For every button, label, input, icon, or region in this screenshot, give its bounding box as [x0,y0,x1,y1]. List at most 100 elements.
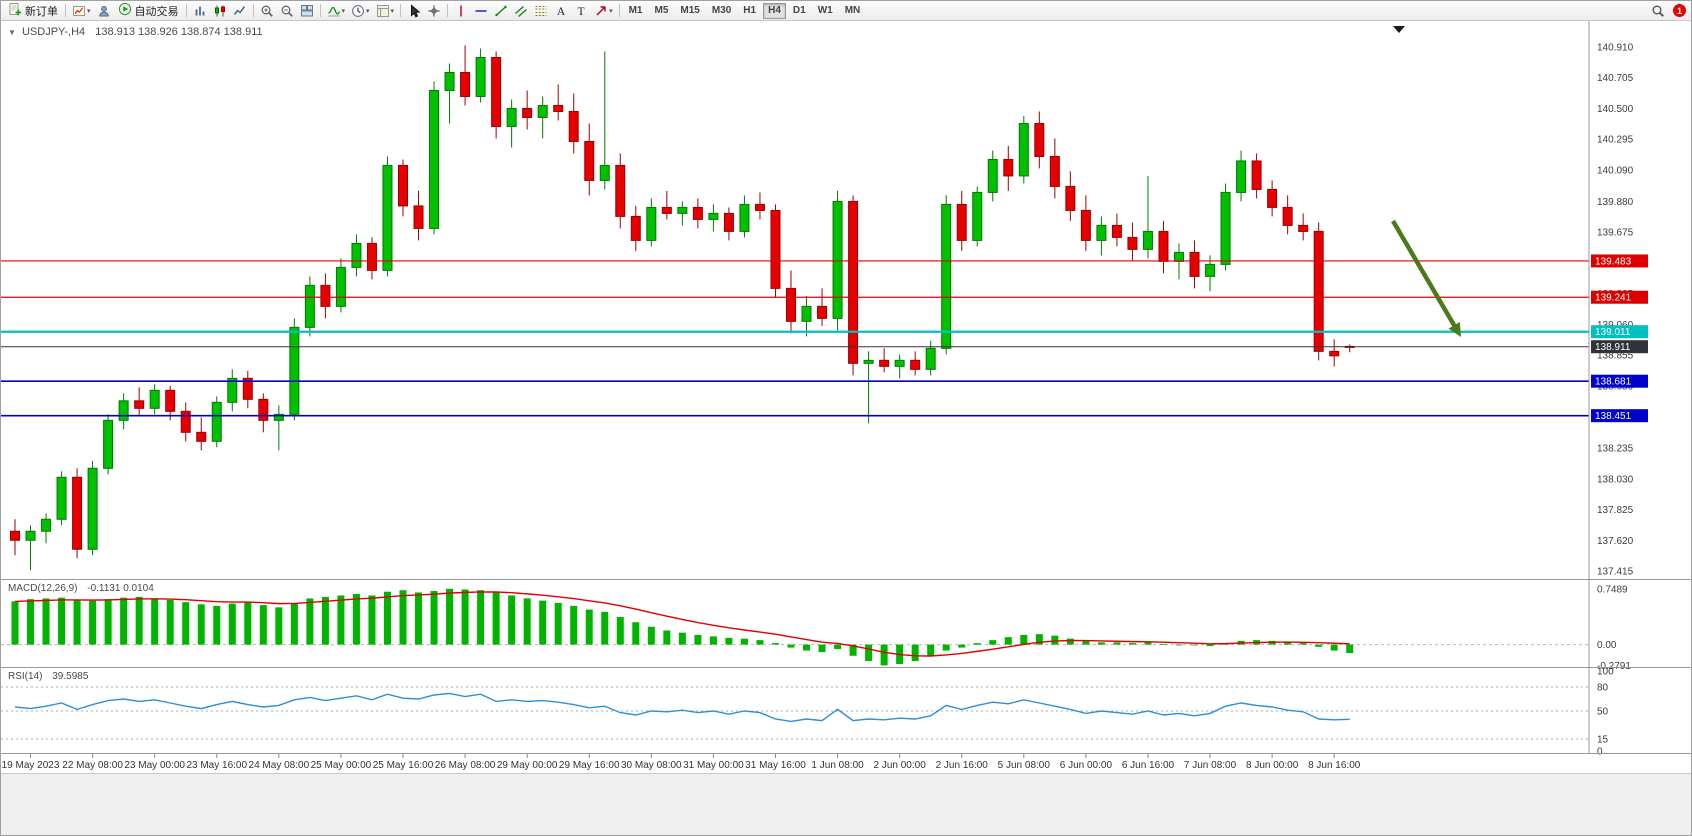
line-chart-icon[interactable] [230,1,250,20]
time-axis-label[interactable]: 24 May 08:00 [249,760,310,771]
crosshair-icon[interactable] [424,1,444,20]
macd-histogram-bar [570,605,578,645]
candle-body [925,347,936,370]
time-axis-label[interactable]: 29 May 00:00 [497,760,558,771]
candle-body [1251,160,1262,190]
label-icon[interactable]: T [571,1,591,20]
zoom-in-icon[interactable] [257,1,277,20]
candle-body [1127,236,1138,250]
time-axis-label[interactable]: 23 May 00:00 [124,760,185,771]
timeframe-w1[interactable]: W1 [813,3,838,19]
clock-icon[interactable]: ▾ [348,1,373,20]
time-axis-label[interactable]: 19 May 2023 [2,760,60,771]
new-chart-icon[interactable]: ▾ [69,1,94,20]
dropdown-caret[interactable]: ▾ [366,7,370,15]
macd-axis-label: -0.2791 [1597,661,1631,672]
candle-body [134,400,145,409]
timeframe-h4[interactable]: H4 [763,2,786,19]
autotrading-button[interactable]: 自动交易 [114,2,183,19]
resistance-price-tag[interactable] [1591,290,1648,304]
svg-text:T: T [578,6,585,18]
macd-histogram-bar [585,609,593,645]
resistance-price-tag[interactable] [1591,254,1648,268]
notification-badge[interactable]: 1 [1673,4,1686,17]
time-axis-label[interactable]: 23 May 16:00 [186,760,247,771]
time-axis-label[interactable]: 30 May 08:00 [621,760,682,771]
dropdown-caret[interactable]: ▾ [390,7,395,15]
time-axis-label[interactable]: 2 Jun 00:00 [874,760,927,771]
time-axis-label[interactable]: 8 Jun 16:00 [1308,760,1361,771]
time-axis-label[interactable]: 31 May 16:00 [745,760,806,771]
timeframe-d1[interactable]: D1 [788,3,811,19]
time-axis-label[interactable]: 29 May 16:00 [559,760,620,771]
annotation-arrow-head[interactable] [1448,322,1461,337]
time-axis-label[interactable]: 7 Jun 08:00 [1184,760,1237,771]
timeframe-mn[interactable]: MN [840,3,866,19]
vertical-line-icon[interactable] [451,1,471,20]
time-axis-label[interactable]: 2 Jun 16:00 [936,760,989,771]
dropdown-caret[interactable]: ▾ [609,7,613,15]
candle-body [848,200,859,364]
support-price-tag[interactable] [1591,374,1648,388]
search-icon[interactable] [1648,1,1668,20]
trendline-icon[interactable] [491,1,511,20]
horizontal-line-icon[interactable] [471,1,491,20]
timeframe-m30[interactable]: M30 [707,3,736,19]
macd-histogram-bar [694,634,702,645]
time-axis-label[interactable]: 6 Jun 00:00 [1060,760,1113,771]
time-axis-label[interactable]: 1 Jun 08:00 [811,760,864,771]
time-axis-label[interactable]: 5 Jun 08:00 [998,760,1051,771]
time-axis-label[interactable]: 8 Jun 00:00 [1246,760,1299,771]
price-tag-label: 139.241 [1595,293,1632,304]
macd-histogram-bar [1097,642,1105,645]
candle-body [630,215,641,241]
dropdown-caret[interactable]: ▾ [341,7,346,15]
pivot-price-tag[interactable] [1591,325,1648,339]
templates-icon[interactable]: ▾ [373,1,398,20]
bar-chart-icon[interactable] [190,1,210,20]
time-axis-label[interactable]: 22 May 08:00 [62,760,123,771]
timeframe-m1[interactable]: M1 [624,3,648,19]
macd-histogram-bar [989,640,997,645]
candlestick-icon[interactable] [210,1,230,20]
candle-body [863,359,874,364]
candle-body [460,71,471,97]
zoom-out-icon[interactable] [277,1,297,20]
time-axis-label[interactable]: 25 May 00:00 [311,760,372,771]
annotation-arrow[interactable] [1391,219,1458,330]
chart-window[interactable]: 140.910 140.705 140.500 140.295 140.090 139.8… [1,21,1692,773]
candle-body [1142,230,1153,250]
time-axis-label[interactable]: 25 May 16:00 [373,760,434,771]
macd-histogram-bar [135,596,143,645]
text-icon[interactable]: A [551,1,571,20]
rsi-axis-label: 0 [1597,747,1603,758]
timeframe-h1[interactable]: H1 [738,3,761,19]
candle-body [180,410,191,433]
channel-icon[interactable] [511,1,531,20]
support-price-tag[interactable] [1591,409,1648,423]
chart-shift-marker[interactable] [1393,26,1405,33]
new-order-icon [8,2,22,19]
bid-price-tag[interactable] [1591,340,1648,354]
new-order-button[interactable]: 新订单 [4,2,62,19]
arrows-icon[interactable]: ▾ [591,1,616,20]
macd-histogram-bar [352,593,360,645]
time-axis-label[interactable]: 31 May 00:00 [683,760,744,771]
candle-body [522,107,533,118]
time-axis-label[interactable]: 6 Jun 16:00 [1122,760,1175,771]
time-axis-label[interactable]: 26 May 08:00 [435,760,496,771]
indicators-icon[interactable]: ▾ [324,1,349,20]
chart-canvas[interactable]: 140.910 140.705 140.500 140.295 140.090 139.8… [1,21,1692,773]
cursor-icon[interactable] [404,1,424,20]
profiles-icon[interactable] [94,1,114,20]
macd-histogram-bar [430,590,438,645]
dropdown-caret[interactable]: ▾ [87,7,91,15]
tile-windows-icon[interactable] [297,1,317,20]
candle-body [801,305,812,322]
candle-body [599,164,610,181]
timeframe-m15[interactable]: M15 [675,3,704,19]
timeframe-m5[interactable]: M5 [649,3,673,19]
macd-histogram-bar [337,595,345,645]
macd-histogram-bar [461,589,469,645]
fibonacci-icon[interactable] [531,1,551,20]
